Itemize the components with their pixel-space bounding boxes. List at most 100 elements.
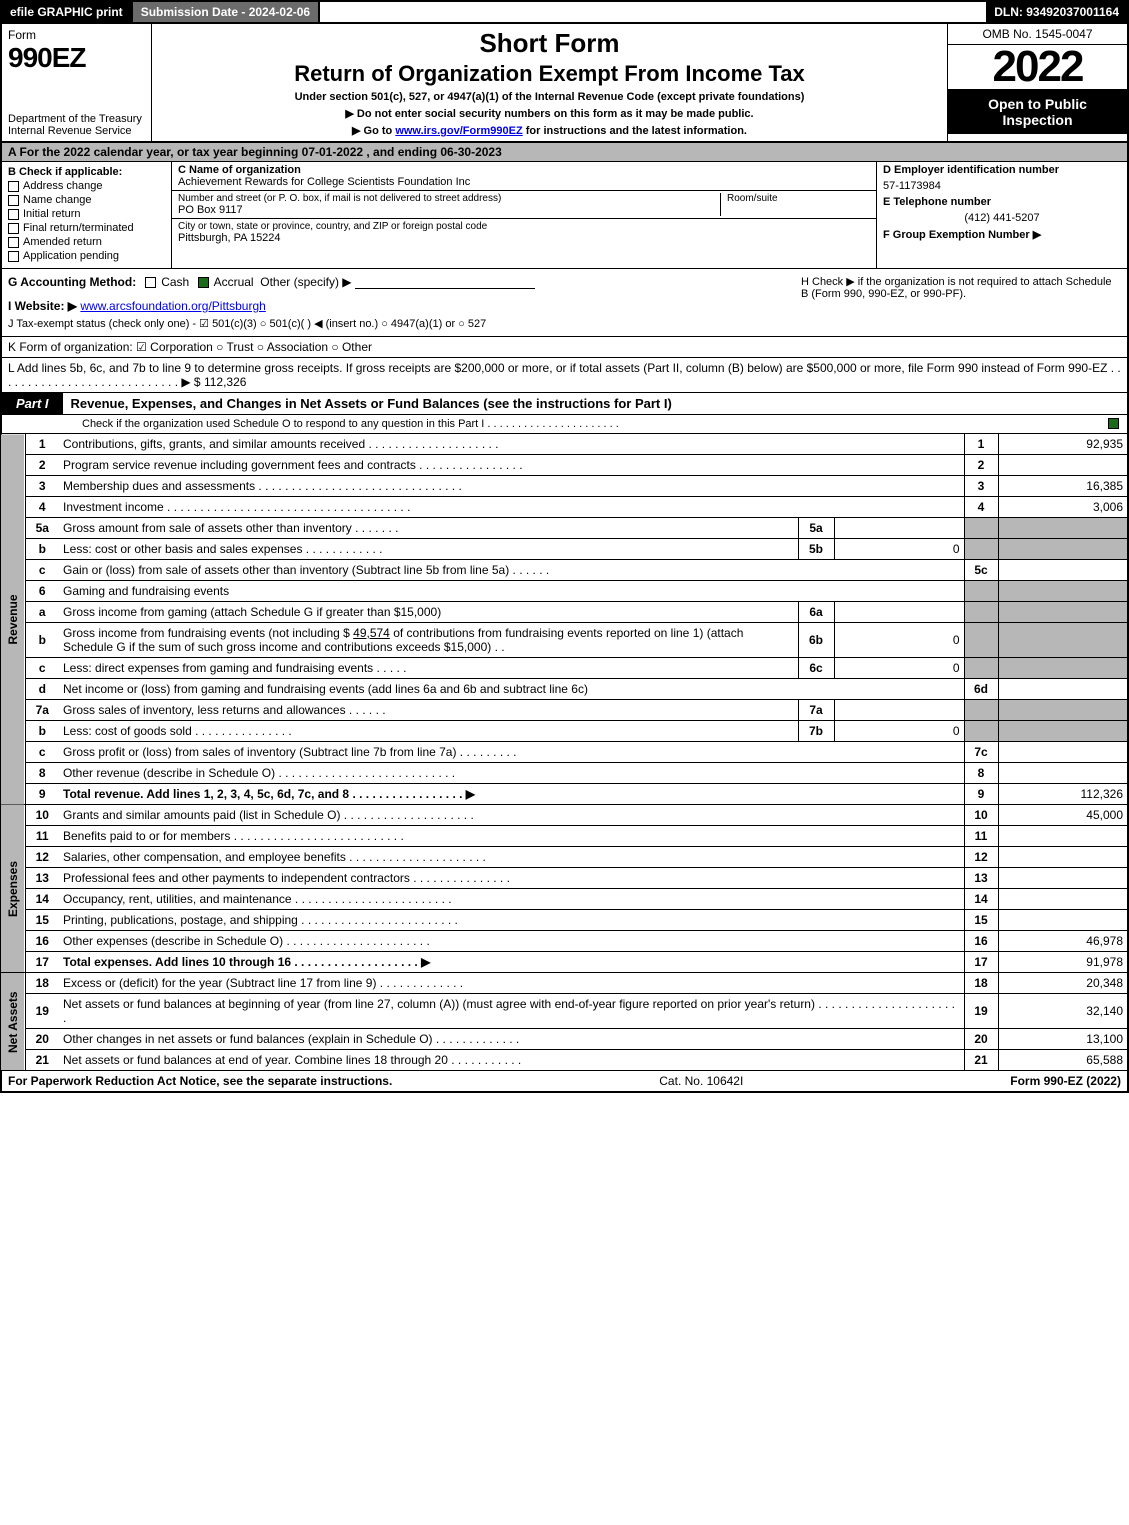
checkbox-icon: [8, 223, 19, 234]
line-no: c: [25, 658, 59, 679]
desc-prefix: Gross income from fundraising events (no…: [63, 626, 353, 640]
line-no: 14: [25, 889, 59, 910]
checkbox-checked-icon[interactable]: [198, 277, 209, 288]
dln-label: DLN: 93492037001164: [986, 2, 1127, 22]
return-title: Return of Organization Exempt From Incom…: [160, 61, 939, 87]
checkbox-icon[interactable]: [145, 277, 156, 288]
submission-date-text: Submission Date - 2024-02-06: [141, 5, 310, 19]
line-val: [998, 763, 1128, 784]
tel-value: (412) 441-5207: [883, 212, 1121, 224]
line-12: 12 Salaries, other compensation, and emp…: [1, 847, 1128, 868]
efile-print-label[interactable]: efile GRAPHIC print: [2, 2, 131, 22]
line-no: 2: [25, 455, 59, 476]
page-footer: For Paperwork Reduction Act Notice, see …: [0, 1071, 1129, 1093]
other-label: Other (specify) ▶: [260, 275, 351, 289]
line-val: [998, 455, 1128, 476]
line-no: b: [25, 623, 59, 658]
line-rno: 15: [964, 910, 998, 931]
website-link[interactable]: www.arcsfoundation.org/Pittsburgh: [80, 299, 265, 313]
row-gh: G Accounting Method: Cash Accrual Other …: [0, 269, 1129, 337]
expenses-tab: Expenses: [1, 805, 25, 973]
cash-label: Cash: [161, 275, 189, 289]
line-3: 3 Membership dues and assessments . . . …: [1, 476, 1128, 497]
line-desc: Less: cost or other basis and sales expe…: [59, 539, 798, 560]
line-rno: 20: [964, 1029, 998, 1050]
line-desc: Grants and similar amounts paid (list in…: [59, 805, 964, 826]
open-to-public: Open to Public Inspection: [948, 89, 1127, 134]
line-18: Net Assets 18 Excess or (deficit) for th…: [1, 973, 1128, 994]
col-b-check: B Check if applicable: Address change Na…: [2, 162, 172, 268]
chk-amended-return[interactable]: Amended return: [8, 236, 165, 248]
line-5b: b Less: cost or other basis and sales ex…: [1, 539, 1128, 560]
header-right: OMB No. 1545-0047 2022 Open to Public In…: [947, 24, 1127, 141]
goto-suffix: for instructions and the latest informat…: [526, 125, 747, 137]
shade-cell: [998, 518, 1128, 539]
line-desc: Other revenue (describe in Schedule O) .…: [59, 763, 964, 784]
line-7a: 7a Gross sales of inventory, less return…: [1, 700, 1128, 721]
line-val: 20,348: [998, 973, 1128, 994]
line-val: [998, 910, 1128, 931]
line-desc: Gross amount from sale of assets other t…: [59, 518, 798, 539]
sub-val: 0: [834, 623, 964, 658]
part-badge: Part I: [2, 393, 63, 414]
line-desc: Other changes in net assets or fund bala…: [59, 1029, 964, 1050]
col-def: D Employer identification number 57-1173…: [877, 162, 1127, 268]
chk-label: Address change: [23, 180, 103, 192]
line-desc: Printing, publications, postage, and shi…: [59, 910, 964, 931]
line-6d: d Net income or (loss) from gaming and f…: [1, 679, 1128, 700]
chk-label: Amended return: [23, 236, 102, 248]
sub-val: [834, 602, 964, 623]
chk-initial-return[interactable]: Initial return: [8, 208, 165, 220]
line-desc: Gaming and fundraising events: [59, 581, 964, 602]
shade-cell: [964, 658, 998, 679]
line-val: 46,978: [998, 931, 1128, 952]
line-4: 4 Investment income . . . . . . . . . . …: [1, 497, 1128, 518]
g-label: G Accounting Method:: [8, 275, 136, 289]
chk-final-return[interactable]: Final return/terminated: [8, 222, 165, 234]
line-rno: 3: [964, 476, 998, 497]
line-no: a: [25, 602, 59, 623]
chk-address-change[interactable]: Address change: [8, 180, 165, 192]
shade-cell: [998, 658, 1128, 679]
acct-website-block: G Accounting Method: Cash Accrual Other …: [8, 275, 801, 330]
sub-no: 5b: [798, 539, 834, 560]
revenue-tab: Revenue: [1, 434, 25, 805]
line-rno: 12: [964, 847, 998, 868]
line-7b: b Less: cost of goods sold . . . . . . .…: [1, 721, 1128, 742]
chk-application-pending[interactable]: Application pending: [8, 250, 165, 262]
line-no: 5a: [25, 518, 59, 539]
sub-val: [834, 700, 964, 721]
do-not-enter: ▶ Do not enter social security numbers o…: [160, 107, 939, 120]
line-11: 11 Benefits paid to or for members . . .…: [1, 826, 1128, 847]
shade-cell: [964, 721, 998, 742]
netassets-tab: Net Assets: [1, 973, 25, 1071]
line-no: 10: [25, 805, 59, 826]
line-rno: 16: [964, 931, 998, 952]
sub-val: 0: [834, 721, 964, 742]
line-desc: Investment income . . . . . . . . . . . …: [59, 497, 964, 518]
line-no: c: [25, 560, 59, 581]
line-desc: Less: direct expenses from gaming and fu…: [59, 658, 798, 679]
line-6b: b Gross income from fundraising events (…: [1, 623, 1128, 658]
checkbox-checked-icon: [1108, 418, 1119, 429]
chk-name-change[interactable]: Name change: [8, 194, 165, 206]
line-desc: Professional fees and other payments to …: [59, 868, 964, 889]
line-val: [998, 868, 1128, 889]
chk-label: Application pending: [23, 250, 119, 262]
line-no: 21: [25, 1050, 59, 1071]
sub-no: 5a: [798, 518, 834, 539]
part-i-note: Check if the organization used Schedule …: [82, 418, 1106, 430]
line-no: b: [25, 539, 59, 560]
shade-cell: [964, 581, 998, 602]
shade-cell: [998, 700, 1128, 721]
blank-line: [355, 277, 535, 289]
line-rno: 9: [964, 784, 998, 805]
goto-link[interactable]: www.irs.gov/Form990EZ: [395, 125, 522, 137]
line-no: 1: [25, 434, 59, 455]
line-rno: 18: [964, 973, 998, 994]
line-no: 11: [25, 826, 59, 847]
line-val: 3,006: [998, 497, 1128, 518]
line-rno: 1: [964, 434, 998, 455]
accounting-method: G Accounting Method: Cash Accrual Other …: [8, 275, 801, 289]
line-no: 4: [25, 497, 59, 518]
